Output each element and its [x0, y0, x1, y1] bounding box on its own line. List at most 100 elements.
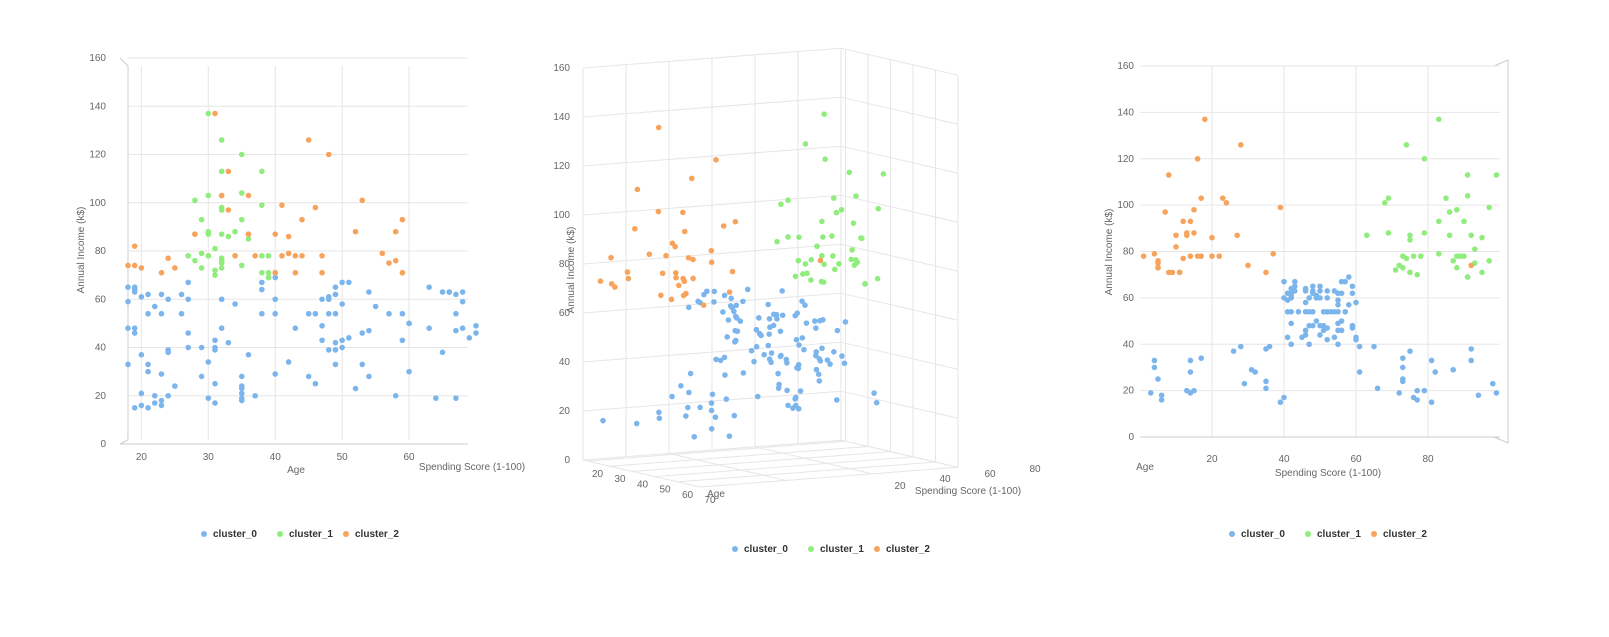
chart-1-point-cluster_0: [259, 286, 265, 293]
legend-label-cluster_0[interactable]: cluster_0: [1241, 529, 1285, 540]
legend-label-cluster_2[interactable]: cluster_2: [1383, 529, 1427, 540]
chart-2-gridline-y-right: [840, 145, 959, 174]
chart-3-point-cluster_2: [1245, 262, 1251, 269]
chart-3-point-cluster_0: [1356, 369, 1363, 375]
chart-1-point-cluster_0: [332, 347, 339, 353]
chart-1-point-cluster_0: [446, 289, 453, 295]
legend-marker-cluster_0[interactable]: [201, 531, 207, 537]
chart-1-y-tick-label: 80: [95, 246, 107, 257]
chart-2-y-ticks: 0 20 40 60 80 100 120 140 160: [553, 63, 570, 466]
legend-marker-cluster_0[interactable]: [732, 546, 738, 552]
chart-1-point-cluster_0: [272, 274, 279, 281]
chart-1-point-cluster_0: [359, 330, 366, 336]
chart-2-point-cluster_1: [819, 218, 825, 225]
legend-label-cluster_2[interactable]: cluster_2: [355, 529, 399, 540]
chart-3-point-cluster_2: [1223, 200, 1230, 206]
legend-item-cluster_0[interactable]: cluster_0: [201, 529, 257, 540]
chart-1-point-cluster_0: [205, 395, 212, 401]
legend-item-cluster_1[interactable]: cluster_1: [277, 529, 333, 540]
chart-3-point-cluster_1: [1486, 204, 1492, 211]
chart-3-point-cluster_0: [1353, 299, 1359, 306]
chart-1-point-cluster_2: [225, 207, 232, 213]
chart-3-point-cluster_1: [1464, 193, 1471, 199]
chart-1-point-cluster_0: [339, 337, 345, 344]
legend-label-cluster_0[interactable]: cluster_0: [744, 544, 788, 555]
chart-1-point-cluster_0: [339, 344, 345, 351]
chart-3-point-cluster_1: [1446, 232, 1453, 239]
chart-3-point-cluster_2: [1155, 264, 1161, 271]
chart-1-point-cluster_0: [145, 405, 151, 411]
chart-1-point-cluster_1: [212, 272, 218, 278]
chart-2-point-cluster_0: [833, 397, 840, 403]
chart-1-point-cluster_2: [272, 269, 279, 276]
chart-1-y-tick-label: 100: [89, 198, 106, 209]
chart-3-point-cluster_2: [1468, 262, 1474, 269]
chart-3-point-cluster_1: [1468, 232, 1474, 239]
chart-2-point-cluster_2: [708, 247, 715, 254]
chart-1-point-cluster_1: [245, 236, 252, 242]
legend-item-cluster_0[interactable]: cluster_0: [1229, 529, 1285, 540]
chart-3-point-cluster_0: [1475, 392, 1482, 399]
chart-2-point-cluster_0: [756, 315, 762, 321]
chart-2-point-cluster_1: [853, 193, 859, 199]
chart-3-point-cluster_1: [1421, 155, 1428, 162]
legend-item-cluster_2[interactable]: cluster_2: [874, 544, 930, 555]
chart-1-point-cluster_0: [218, 325, 225, 332]
legend-marker-cluster_1[interactable]: [277, 531, 283, 537]
chart-3-point-cluster_1: [1403, 142, 1410, 148]
chart-1-point-cluster_1: [265, 269, 272, 276]
legend-item-cluster_1[interactable]: cluster_1: [808, 544, 864, 555]
chart-2-point-cluster_1: [838, 206, 845, 213]
legend-marker-cluster_2[interactable]: [874, 546, 880, 552]
chart-2-point-cluster_0: [768, 359, 774, 366]
chart-2-floor-line-age: [632, 451, 891, 472]
legend-label-cluster_1[interactable]: cluster_1: [289, 529, 333, 540]
chart-2-point-cluster_0: [697, 404, 703, 411]
chart-3-point-cluster_0: [1306, 322, 1312, 329]
legend-marker-cluster_2[interactable]: [343, 531, 349, 537]
chart-2-floor-line-spend: [668, 452, 787, 481]
chart-2-point-cluster_0: [711, 299, 717, 305]
chart-3-point-cluster_0: [1374, 385, 1381, 392]
chart-1-point-cluster_0: [406, 320, 412, 327]
legend-item-cluster_2[interactable]: cluster_2: [1371, 529, 1427, 540]
chart-2-gridline-y-right: [840, 390, 959, 419]
chart-2-y-tick-label: 40: [559, 357, 571, 368]
chart-1-legend: cluster_0 cluster_1 cluster_2: [201, 529, 399, 540]
chart-2-point-cluster_2: [713, 156, 719, 163]
chart-1-point-cluster_0: [145, 361, 151, 368]
chart-3-point-cluster_2: [1140, 253, 1147, 259]
chart-2-point-cluster_0: [708, 400, 715, 406]
legend-item-cluster_1[interactable]: cluster_1: [1305, 529, 1361, 540]
legend-marker-cluster_1[interactable]: [1305, 531, 1311, 537]
chart-3-point-cluster_2: [1234, 232, 1240, 239]
legend-item-cluster_2[interactable]: cluster_2: [343, 529, 399, 540]
chart-1-point-cluster_2: [285, 250, 292, 257]
chart-2-point-cluster_1: [814, 243, 820, 250]
chart-1-point-cluster_2: [352, 228, 359, 235]
chart-3-point-cluster_0: [1288, 341, 1294, 348]
legend-label-cluster_0[interactable]: cluster_0: [213, 529, 257, 540]
legend-marker-cluster_1[interactable]: [808, 546, 814, 552]
legend-item-cluster_0[interactable]: cluster_0: [732, 544, 788, 555]
legend-label-cluster_2[interactable]: cluster_2: [886, 544, 930, 555]
legend-marker-cluster_2[interactable]: [1371, 531, 1377, 537]
chart-3-point-cluster_2: [1216, 253, 1222, 259]
legend-label-cluster_1[interactable]: cluster_1: [1317, 529, 1361, 540]
chart-3-point-cluster_0: [1407, 348, 1413, 355]
chart-1-point-cluster_2: [319, 269, 325, 276]
chart-1-point-cluster_0: [325, 294, 332, 300]
chart-2-z-ticks: 20 40 60 80: [894, 464, 1041, 492]
chart-1-point-cluster_2: [399, 216, 406, 223]
chart-3-y-tick-label: 80: [1123, 247, 1135, 258]
chart-3-point-cluster_2: [1155, 260, 1161, 266]
legend-marker-cluster_0[interactable]: [1229, 531, 1235, 537]
chart-3-point-cluster_1: [1443, 195, 1449, 201]
legend-label-cluster_1[interactable]: cluster_1: [820, 544, 864, 555]
chart-2-point-cluster_0: [813, 366, 820, 373]
chart-3-point-cluster_1: [1464, 172, 1471, 178]
chart-3-point-cluster_0: [1317, 322, 1323, 329]
chart-3-point-cluster_0: [1338, 318, 1345, 324]
chart-3-point-cluster_0: [1295, 308, 1302, 315]
chart-1-point-cluster_1: [205, 253, 212, 259]
